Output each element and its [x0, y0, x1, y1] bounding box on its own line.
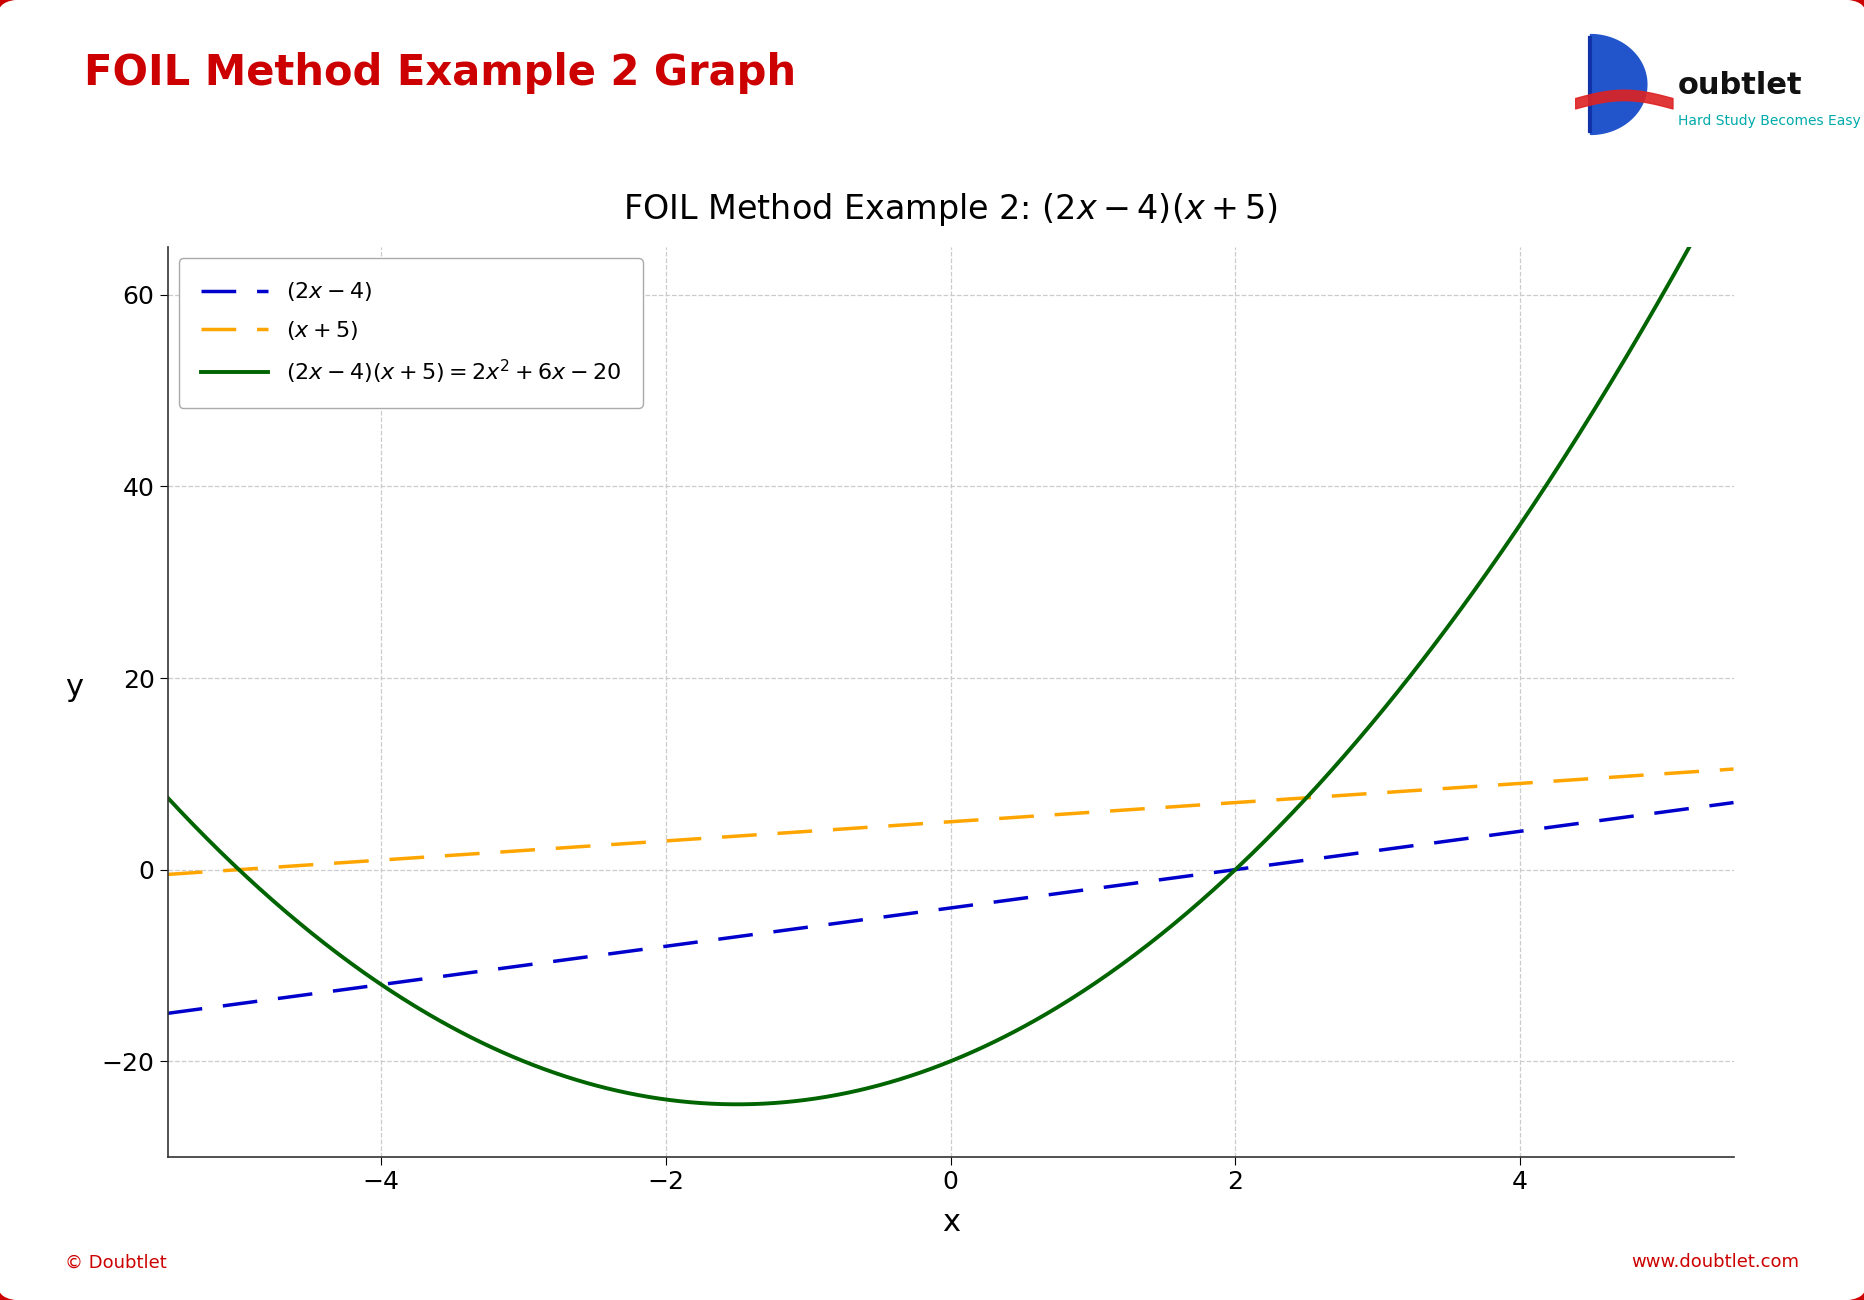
Text: oubtlet: oubtlet	[1678, 72, 1802, 100]
Text: Hard Study Becomes Easy Here: Hard Study Becomes Easy Here	[1678, 114, 1864, 129]
Legend: $(2x - 4)$, $(x + 5)$, $(2x - 4)(x + 5) = 2x^2 + 6x - 20$: $(2x - 4)$, $(x + 5)$, $(2x - 4)(x + 5) …	[179, 259, 643, 408]
Y-axis label: y: y	[65, 673, 82, 702]
Text: FOIL Method Example 2 Graph: FOIL Method Example 2 Graph	[84, 52, 796, 94]
Text: © Doubtlet: © Doubtlet	[65, 1253, 168, 1271]
Text: www.doubtlet.com: www.doubtlet.com	[1631, 1253, 1799, 1271]
Polygon shape	[1590, 35, 1646, 134]
X-axis label: x: x	[941, 1208, 960, 1238]
Title: FOIL Method Example 2: $(2x - 4)(x + 5)$: FOIL Method Example 2: $(2x - 4)(x + 5)$	[623, 191, 1279, 229]
